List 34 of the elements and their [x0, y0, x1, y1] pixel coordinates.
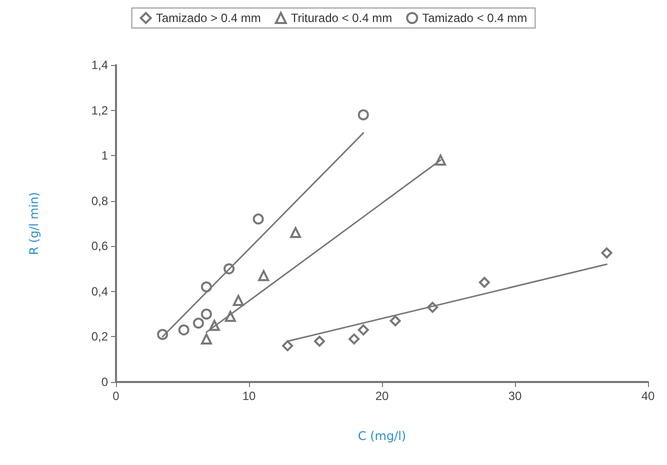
x-tick-label: 40: [641, 389, 655, 403]
legend-label: Tamizado > 0.4 mm: [156, 11, 261, 25]
y-tick-label: 0,8: [91, 194, 108, 208]
point: [252, 213, 264, 224]
point: [314, 336, 325, 347]
x-tick-label: 20: [375, 389, 389, 403]
x-axis-title: C (mg/l): [358, 429, 406, 443]
legend-label: Triturado < 0.4 mm: [290, 11, 392, 25]
point: [390, 315, 401, 326]
point: [358, 324, 369, 336]
y-tick-label: 0,4: [91, 284, 108, 298]
y-tick-label: 0: [101, 375, 108, 389]
legend-label: Tamizado < 0.4 mm: [422, 11, 528, 25]
point: [232, 294, 244, 306]
point: [178, 324, 190, 336]
point: [348, 333, 360, 344]
y-tick-label: 0,6: [91, 239, 108, 254]
x-tick-label: 0: [112, 389, 120, 403]
point: [192, 318, 204, 329]
x-tick-label: 30: [508, 389, 522, 403]
y-tick-label: 0,2: [91, 330, 108, 344]
y-tick-label: 1: [101, 148, 108, 163]
y-tick-label: 1,4: [91, 58, 108, 72]
point: [258, 270, 270, 282]
point: [358, 109, 369, 120]
point: [478, 276, 490, 288]
point: [282, 340, 294, 352]
point: [200, 333, 212, 344]
point: [601, 247, 612, 258]
y-tick-label: 1,2: [91, 103, 108, 118]
x-tick-label: 10: [242, 389, 256, 403]
point: [290, 227, 302, 238]
point: [200, 308, 212, 320]
y-axis-title: R (g/l min): [27, 192, 41, 255]
